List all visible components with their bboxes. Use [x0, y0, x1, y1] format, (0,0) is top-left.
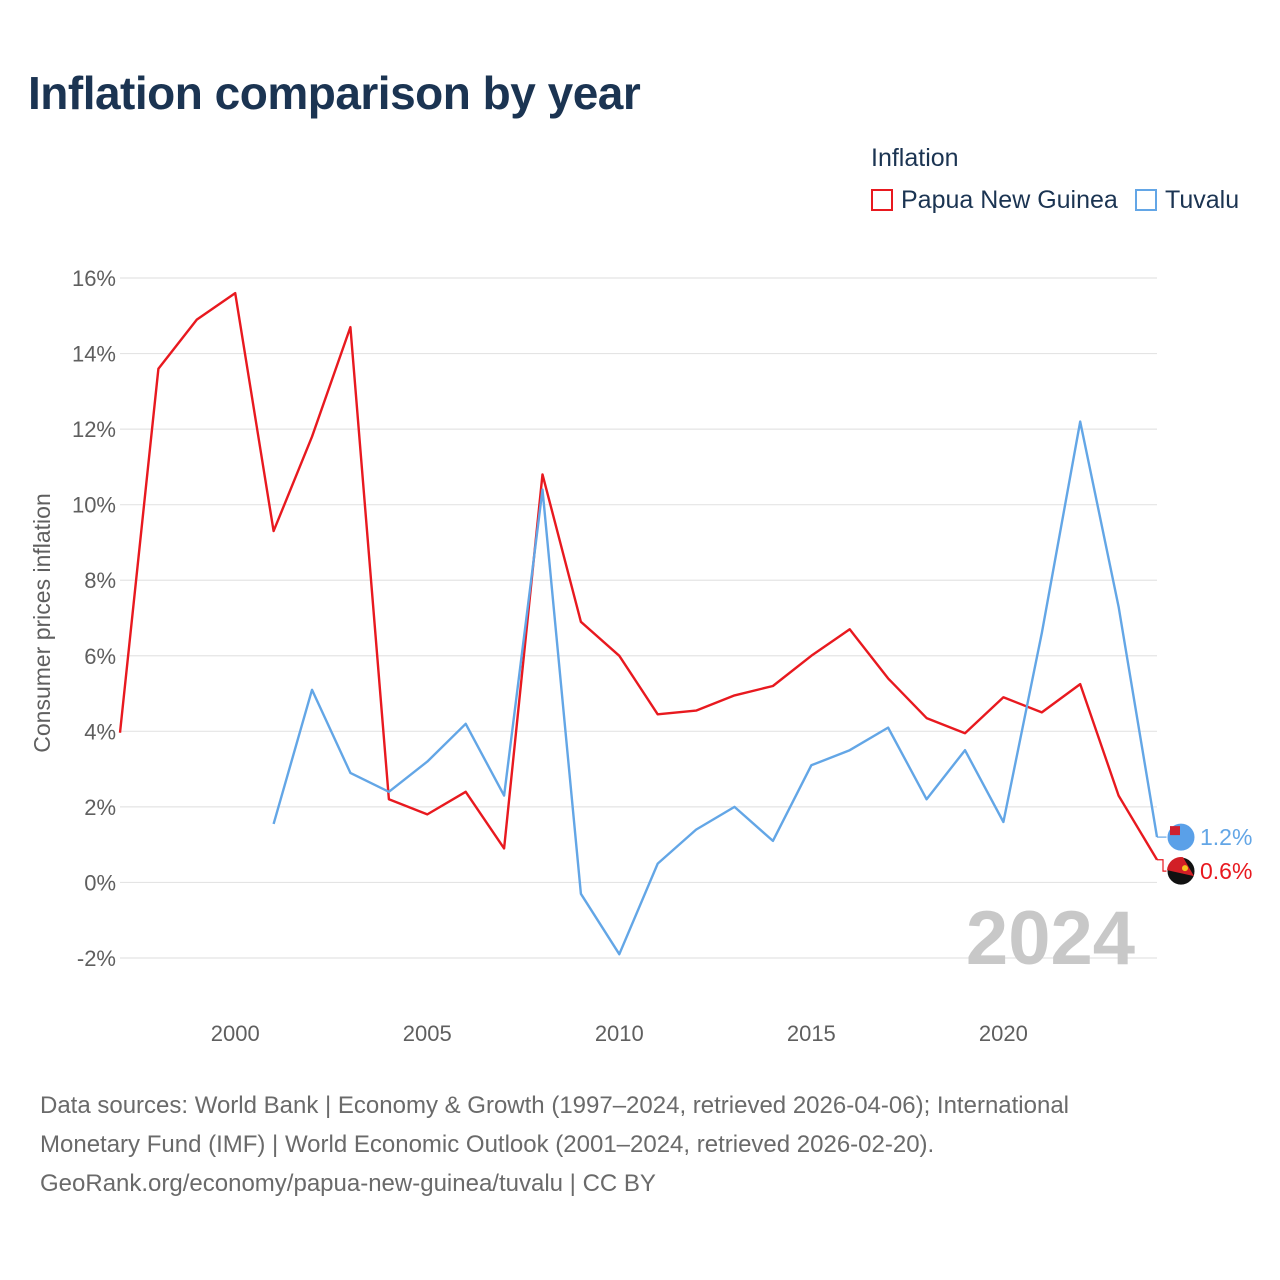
end-value-label-papua-new-guinea: 0.6% [1200, 858, 1252, 884]
end-connector-papua-new-guinea [1157, 859, 1167, 872]
y-tick-label: 0% [84, 870, 116, 895]
x-tick-label: 2000 [211, 1021, 260, 1046]
footer-line-2: Monetary Fund (IMF) | World Economic Out… [40, 1131, 935, 1158]
series-end-labels: 1.2% 0.6% [1157, 822, 1252, 886]
flag-bird-png [1182, 865, 1188, 872]
x-tick-label: 2005 [403, 1021, 452, 1046]
series-lines [118, 291, 1159, 956]
series-line-papua-new-guinea[interactable] [118, 291, 1159, 861]
flag-half-png [1167, 856, 1194, 877]
y-tick-label: 4% [84, 719, 116, 744]
x-tick-label: 2015 [787, 1021, 836, 1046]
legend-title: Inflation [871, 144, 959, 172]
legend-label-papua-new-guinea: Papua New Guinea [901, 185, 1118, 214]
footer-sources: Data sources: World Bank | Economy & Gro… [40, 1086, 1220, 1203]
footer-line-1: Data sources: World Bank | Economy & Gro… [40, 1092, 1070, 1119]
chart-title: Inflation comparison by year [28, 67, 641, 119]
chart-area: -2%0%2%4%6%8%10%12%14%16% 2000 2005 2010 20… [29, 266, 1252, 1046]
series-line-tuvalu[interactable] [272, 420, 1159, 956]
legend-swatch-papua-new-guinea [871, 189, 893, 211]
y-axis: -2% 0% 2% 4% 6% 8% 10% 12% 14% 16% [72, 266, 116, 971]
legend-item-tuvalu[interactable]: Tuvalu [1135, 185, 1239, 215]
y-tick-label: 12% [72, 417, 116, 442]
y-tick-label: 2% [84, 795, 116, 820]
footer-line-3: GeoRank.org/economy/papua-new-guinea/tuv… [40, 1170, 656, 1197]
y-tick-label: -2% [77, 946, 116, 971]
x-tick-label: 2020 [979, 1021, 1028, 1046]
legend-label-tuvalu: Tuvalu [1165, 185, 1240, 214]
y-tick-label: 14% [72, 342, 116, 367]
y-tick-label: 8% [84, 568, 116, 593]
grid-lines [120, 277, 1157, 959]
legend-item-papua-new-guinea[interactable]: Papua New Guinea [871, 185, 1118, 215]
year-watermark: 2024 [966, 896, 1135, 981]
end-value-label-tuvalu: 1.2% [1200, 824, 1252, 850]
y-tick-label: 10% [72, 493, 116, 518]
flag-canton-tuvalu [1170, 826, 1180, 836]
x-axis: 2000 2005 2010 2015 2020 [211, 1021, 1028, 1046]
y-tick-label: 6% [84, 644, 116, 669]
legend-swatch-tuvalu [1135, 189, 1157, 211]
y-axis-title: Consumer prices inflation [29, 493, 55, 753]
y-tick-label: 16% [72, 266, 116, 291]
x-tick-label: 2010 [595, 1021, 644, 1046]
